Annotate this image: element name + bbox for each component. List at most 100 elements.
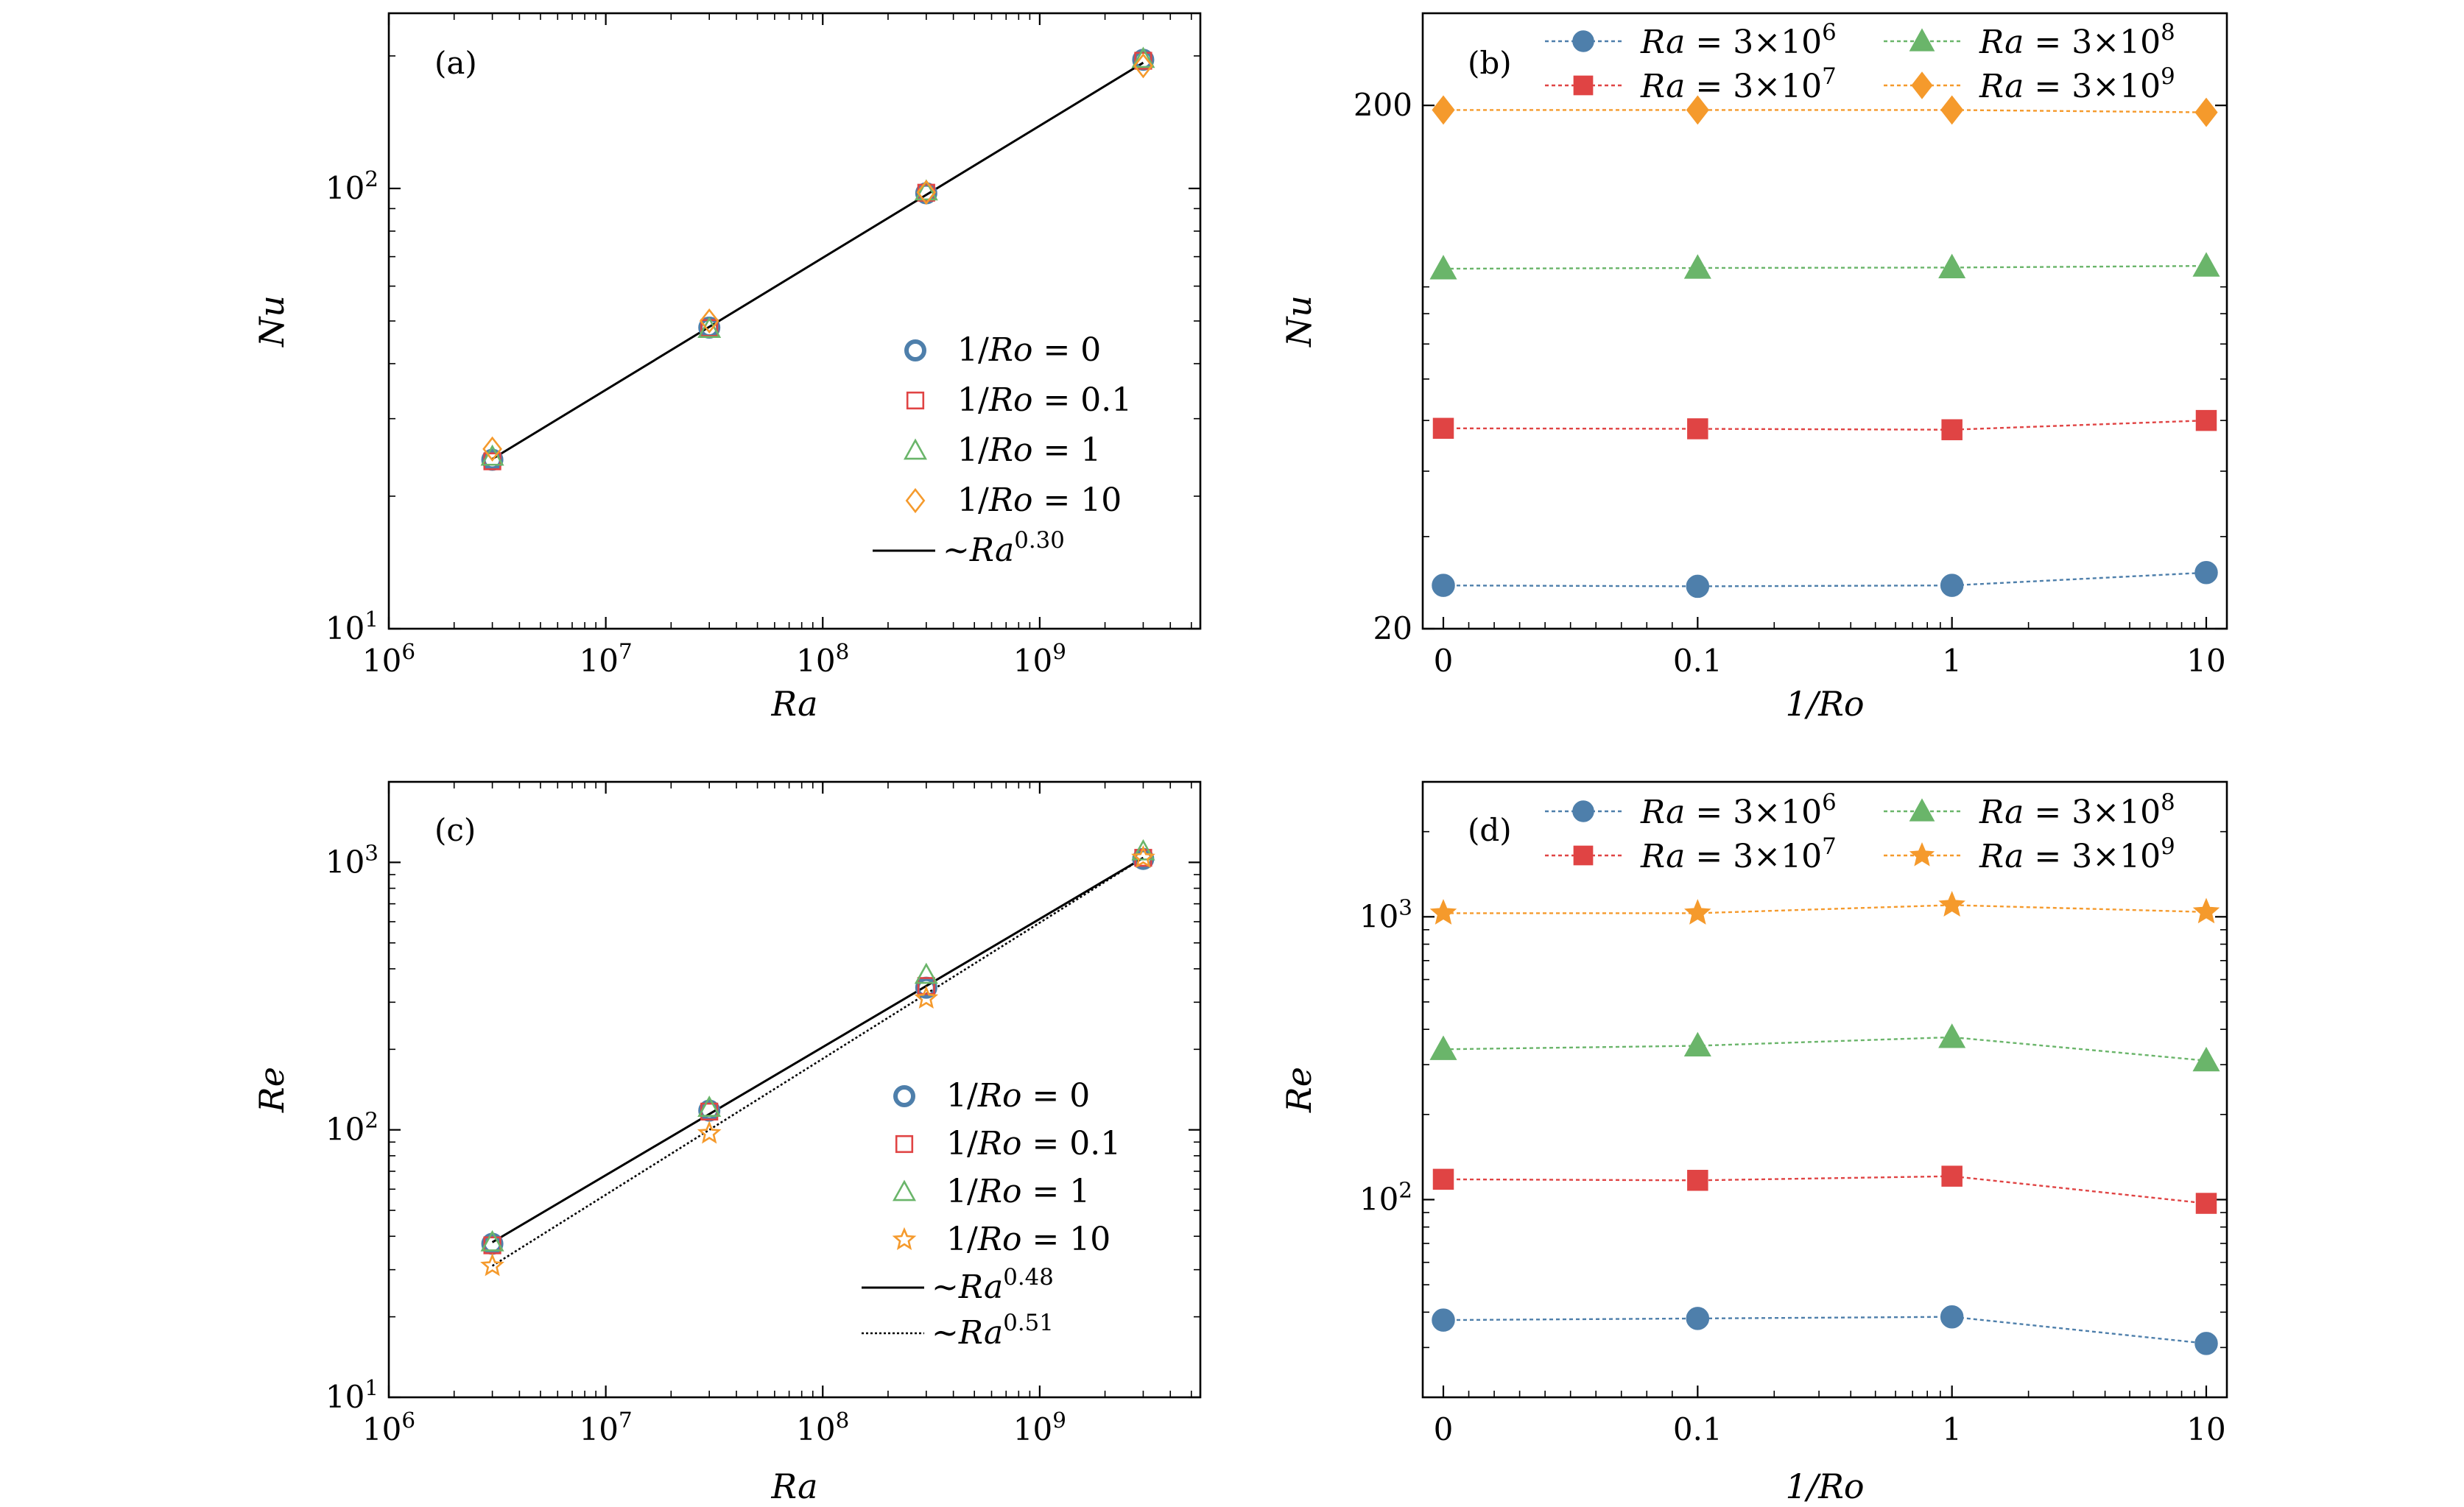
panel-d-point bbox=[2194, 1332, 2218, 1355]
panel-c-ytick-label: 101 bbox=[325, 1375, 379, 1415]
panel-a-point bbox=[699, 308, 719, 334]
panel-a-point bbox=[1133, 53, 1153, 79]
panel-d-xtick-label: 10 bbox=[2186, 1411, 2225, 1447]
panel-d-point bbox=[1686, 1307, 1710, 1330]
panel-a-point bbox=[482, 436, 502, 462]
panel-d-point bbox=[1687, 1170, 1708, 1191]
panel-d-legend-label: Ra = 3×108 bbox=[1979, 789, 2175, 831]
panel-a-point bbox=[1131, 46, 1155, 68]
panel-d-point bbox=[2192, 897, 2220, 924]
panel-d-series-3 bbox=[1429, 891, 2220, 925]
panel-b-point bbox=[1938, 253, 1966, 278]
panel-c-series-3 bbox=[480, 845, 1155, 1277]
panel-a-xlabel: Ra bbox=[770, 684, 817, 724]
panel-c-point bbox=[1131, 845, 1155, 869]
panel-c-ytick-label: 103 bbox=[325, 840, 379, 880]
panel-a-point bbox=[916, 180, 937, 205]
panel-d-xtick-label: 1 bbox=[1942, 1411, 1962, 1447]
panel-b-point bbox=[1432, 573, 1455, 597]
panel-d-ytick-label: 103 bbox=[1359, 894, 1412, 934]
panel-b-series-line bbox=[1443, 265, 2207, 270]
panel-d-point bbox=[1429, 899, 1457, 925]
panel-b-point bbox=[2192, 252, 2220, 277]
panel-b-point bbox=[1432, 95, 1455, 125]
panel-d-point bbox=[1938, 1023, 1966, 1048]
panel-b-xtick-label: 0.1 bbox=[1673, 643, 1722, 679]
panel-c-point bbox=[917, 977, 935, 995]
panel-c-legend-marker bbox=[895, 1134, 914, 1154]
panel-c-point bbox=[914, 962, 938, 984]
panel-a-legend-marker bbox=[905, 487, 926, 514]
panel-c-xtick-label: 108 bbox=[796, 1408, 849, 1447]
panel-d-legend-marker bbox=[1909, 798, 1935, 822]
panel-c-point bbox=[697, 1120, 722, 1144]
panel-c-legend-marker bbox=[893, 1085, 915, 1107]
panel-b-legend-marker bbox=[1911, 71, 1933, 99]
panel-a-legend-label: 1/Ro = 10 bbox=[957, 481, 1122, 519]
panel-d-series-2 bbox=[1429, 1023, 2220, 1072]
panel-a-legend-label: ~Ra0.30 bbox=[943, 527, 1065, 569]
panel-d-legend-label: Ra = 3×109 bbox=[1979, 833, 2175, 875]
panel-d-series-line bbox=[1443, 904, 2207, 914]
panel-a-ytick-label: 102 bbox=[325, 166, 379, 206]
panel-d-point bbox=[1940, 1305, 1964, 1329]
panel-a-frame bbox=[387, 12, 1202, 630]
panel-a-legend: 1/Ro = 0 1/Ro = 0.1 1/Ro = 1 1/Ro = 10 ~Ra0.… bbox=[873, 331, 1132, 569]
panel-b-point bbox=[2194, 97, 2218, 127]
panel-b-point bbox=[1687, 418, 1708, 440]
panel-b-legend-marker bbox=[1909, 28, 1935, 52]
panel-d-legend-label: Ra = 3×107 bbox=[1640, 833, 1837, 875]
panel-c-tag: (c) bbox=[434, 812, 476, 848]
panel-d-point bbox=[1684, 899, 1711, 925]
panel-d-point bbox=[1938, 891, 1965, 917]
panel-d-point bbox=[1941, 1165, 1963, 1187]
panel-a-xtick-label: 108 bbox=[796, 639, 849, 679]
panel-a-point bbox=[697, 317, 722, 338]
panel-a-xtick-label: 107 bbox=[580, 639, 633, 679]
panel-c-ylabel: Re bbox=[252, 1067, 292, 1113]
panel-c-fit-line bbox=[491, 856, 1144, 1243]
panel-d-ytick-label: 102 bbox=[1359, 1177, 1412, 1217]
panel-d-point bbox=[1432, 1168, 1454, 1190]
panel-d-legend-label: Ra = 3×106 bbox=[1640, 789, 1837, 831]
panel-b-point bbox=[2195, 409, 2217, 431]
panel-c-series-2 bbox=[480, 839, 1155, 1252]
panel-d-point bbox=[1683, 1031, 1711, 1057]
panel-a-point bbox=[480, 444, 504, 466]
panel-b-series-1 bbox=[1432, 409, 2217, 440]
panel-a-fit-line bbox=[491, 61, 1144, 460]
panel-d-series-0 bbox=[1432, 1305, 2218, 1355]
panel-b-xtick-label: 1 bbox=[1942, 643, 1962, 679]
panel-b-point bbox=[2194, 561, 2218, 585]
panel-c-point bbox=[480, 1229, 504, 1252]
panel-a-ylabel: Nu bbox=[252, 295, 292, 347]
panel-d-point bbox=[1429, 1035, 1457, 1060]
panel-b-point bbox=[1686, 574, 1710, 599]
panel-d-series-line bbox=[1443, 1175, 2207, 1204]
panel-b-legend-label: Ra = 3×108 bbox=[1979, 19, 2175, 61]
panel-b-xlabel: 1/Ro bbox=[1785, 684, 1864, 724]
panel-b-ylabel: Nu bbox=[1279, 295, 1319, 347]
panel-a-xtick-label: 106 bbox=[362, 639, 415, 679]
panel-a-ytick-label: 101 bbox=[325, 607, 379, 646]
panel-c-ytick-label: 102 bbox=[325, 1108, 379, 1148]
panel-d-frame bbox=[1421, 780, 2228, 1399]
panel-c-legend-marker bbox=[892, 1227, 917, 1250]
panel-b-series-2 bbox=[1429, 252, 2220, 280]
panel-d-xtick-label: 0.1 bbox=[1673, 1411, 1722, 1447]
panel-a-legend-label: 1/Ro = 1 bbox=[957, 431, 1101, 469]
panel-a-point bbox=[914, 179, 938, 201]
panel-b-legend-marker bbox=[1572, 30, 1594, 52]
panel-c-point bbox=[914, 986, 939, 1009]
panel-c-legend-label: 1/Ro = 10 bbox=[946, 1221, 1110, 1258]
panel-b-series-3 bbox=[1432, 95, 2218, 127]
panel-c-point bbox=[480, 1253, 504, 1277]
panel-b-legend-label: Ra = 3×107 bbox=[1640, 63, 1837, 105]
panel-d-legend-marker bbox=[1573, 845, 1594, 866]
panel-b-point bbox=[1429, 255, 1457, 280]
panel-a-xtick-label: 109 bbox=[1013, 639, 1066, 679]
